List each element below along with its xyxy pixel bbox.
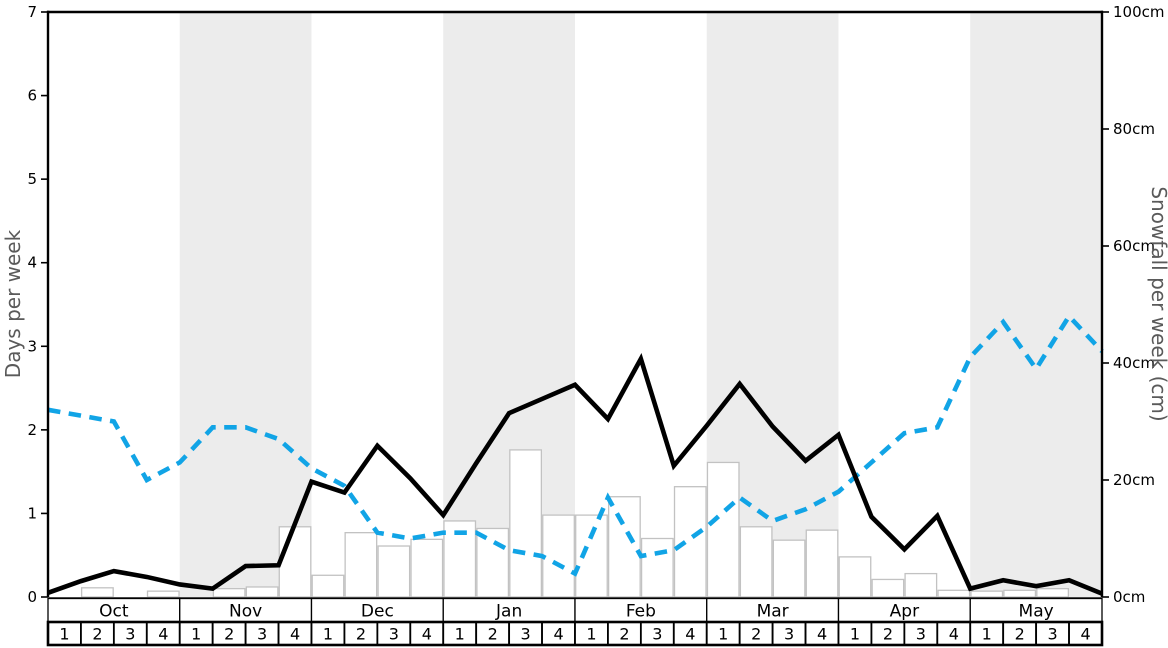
week-label: 1 — [982, 625, 992, 644]
left-tick-label: 7 — [27, 3, 37, 21]
month-label-may: May — [1019, 601, 1054, 621]
month-label-oct: Oct — [99, 601, 129, 621]
week-label: 2 — [356, 625, 366, 644]
week-label: 3 — [652, 625, 662, 644]
lines-layer — [47, 312, 1104, 596]
month-band-may — [970, 12, 1102, 597]
bars-layer — [80, 449, 1070, 598]
week-label: 1 — [718, 625, 728, 644]
week-label: 4 — [817, 625, 827, 644]
bar-week-18 — [607, 496, 641, 598]
left-tick-label: 2 — [27, 421, 37, 439]
bar-week-20 — [673, 486, 707, 598]
month-label-feb: Feb — [626, 601, 656, 621]
week-label: 3 — [1048, 625, 1058, 644]
bar-week-30 — [1003, 589, 1037, 598]
bar-week-16 — [542, 514, 575, 598]
left-tick-label: 6 — [27, 87, 37, 105]
right-tick-label: 60cm — [1113, 237, 1155, 255]
month-band-jan — [443, 12, 575, 597]
bar-week-15 — [509, 449, 543, 598]
week-label: 4 — [685, 625, 695, 644]
left-axis-title: Days per week — [1, 229, 25, 378]
week-label: 4 — [422, 625, 432, 644]
week-label: 4 — [553, 625, 563, 644]
bar-week-7 — [245, 586, 279, 598]
left-tick-label: 1 — [27, 504, 37, 522]
week-label: 1 — [850, 625, 860, 644]
week-label: 3 — [521, 625, 531, 644]
week-label: 4 — [949, 625, 959, 644]
bar-week-2 — [80, 587, 114, 598]
bar-week-12 — [410, 538, 444, 598]
month-label-mar: Mar — [757, 601, 789, 621]
week-label: 3 — [257, 625, 267, 644]
bar-week-27 — [904, 572, 938, 598]
axes-layer: 0 1 2 3 4 5 6 7 0cm 20cm 40cm 60cm 80cm 100cm — [27, 3, 1164, 606]
right-tick-label: 100cm — [1113, 3, 1165, 21]
right-tick-label: 40cm — [1113, 354, 1155, 372]
left-tick-label: 3 — [27, 337, 37, 355]
bar-week-4 — [146, 590, 180, 598]
bar-week-11 — [377, 545, 411, 598]
week-label: 4 — [290, 625, 300, 644]
week-label: 1 — [455, 625, 465, 644]
week-label: 1 — [323, 625, 333, 644]
calendar-table-layer: Oct Nov Dec Jan Feb Mar Apr May 1 2 3 4 1 2 3 4 1 2 3 4 1 2 3 4… — [46, 597, 1104, 647]
month-label-dec: Dec — [361, 601, 394, 621]
week-label: 2 — [1015, 625, 1025, 644]
left-tick-label: 0 — [27, 588, 37, 606]
week-label: 1 — [586, 625, 596, 644]
bar-week-21 — [706, 461, 740, 598]
week-label: 2 — [619, 625, 629, 644]
week-label: 3 — [125, 625, 135, 644]
week-label: 4 — [1080, 625, 1090, 644]
week-label: 2 — [883, 625, 893, 644]
right-axis-title: Snowfall per week (cm) — [1147, 186, 1168, 421]
bar-week-26 — [871, 578, 905, 598]
bar-week-31 — [1036, 587, 1070, 598]
right-tick-label: 0cm — [1113, 588, 1145, 606]
month-band-nov — [179, 12, 312, 597]
days-line — [47, 352, 1103, 596]
bar-week-8 — [278, 526, 312, 598]
month-shading-layer — [179, 12, 1102, 597]
bar-week-9 — [311, 574, 345, 598]
week-label: 3 — [916, 625, 926, 644]
week-label: 2 — [751, 625, 761, 644]
bar-week-10 — [344, 532, 378, 598]
right-tick-label: 80cm — [1113, 120, 1155, 138]
bar-week-14 — [476, 527, 510, 598]
left-tick-label: 4 — [27, 254, 37, 272]
week-row-frame — [46, 620, 1104, 647]
week-label: 2 — [92, 625, 102, 644]
bar-week-19 — [640, 537, 674, 598]
bar-week-6 — [212, 587, 246, 598]
bar-week-29 — [970, 590, 1004, 598]
bar-week-22 — [739, 526, 773, 598]
left-tick-label: 5 — [27, 170, 37, 188]
month-label-apr: Apr — [890, 601, 919, 621]
bar-week-24 — [805, 529, 839, 598]
week-label: 4 — [158, 625, 168, 644]
right-tick-label: 20cm — [1113, 471, 1155, 489]
bar-week-23 — [772, 539, 806, 598]
week-label: 1 — [191, 625, 201, 644]
week-label: 1 — [59, 625, 69, 644]
month-label-nov: Nov — [229, 601, 262, 621]
month-label-jan: Jan — [495, 601, 522, 621]
bar-week-25 — [838, 556, 872, 598]
week-label: 2 — [224, 625, 234, 644]
bar-week-28 — [937, 589, 971, 598]
week-label: 3 — [784, 625, 794, 644]
week-label: 3 — [389, 625, 399, 644]
snowfall-line — [47, 312, 1104, 577]
week-label: 2 — [488, 625, 498, 644]
